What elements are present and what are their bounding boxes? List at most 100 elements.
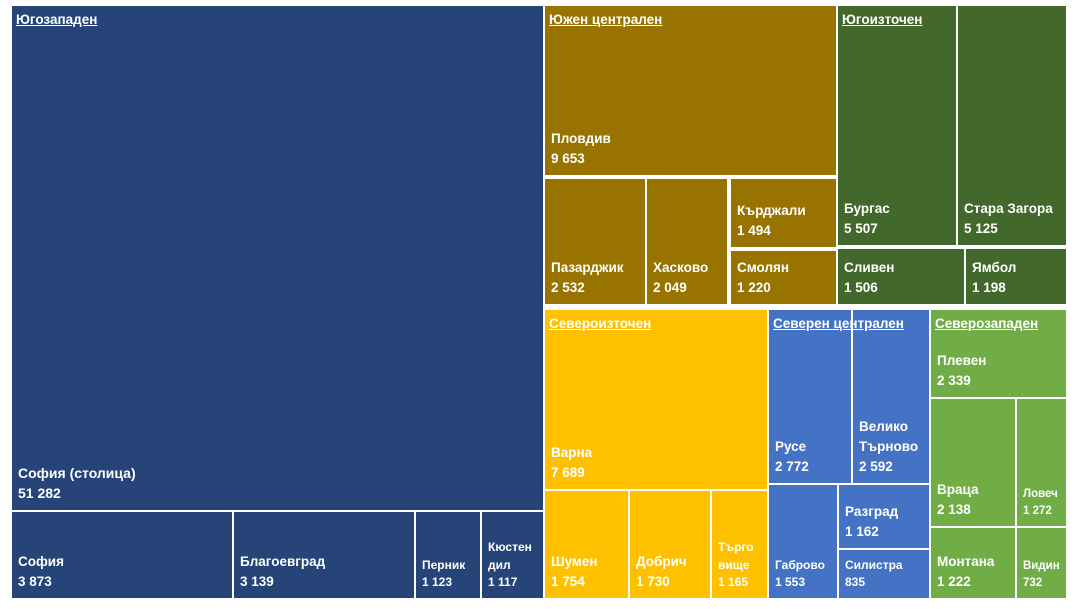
cell-label: София (столица) 51 282 (18, 463, 540, 504)
cell-label: Видин 732 (1023, 558, 1063, 592)
cell-label: Стара Загора 5 125 (964, 199, 1063, 239)
treemap-cell: Русе 2 772 (767, 308, 853, 485)
region-label-south-east: Югоизточен (842, 12, 923, 27)
cell-name: Силистра (845, 557, 903, 572)
treemap-cell: Търго вище 1 165 (710, 489, 769, 600)
cell-value: 1 165 (718, 575, 749, 590)
treemap-cell: Кюстен дил 1 117 (480, 510, 545, 600)
cell-name: Сливен (844, 260, 895, 276)
cell-name: Плевен (937, 353, 987, 369)
cell-label: Сливен 1 506 (844, 258, 961, 298)
cell-name: Разград (845, 504, 899, 520)
cell-value: 732 (1023, 576, 1043, 589)
treemap-cell: Перник 1 123 (414, 510, 482, 600)
cell-value: 2 339 (937, 373, 971, 389)
cell-value: 1 222 (937, 574, 971, 590)
cell-label: Перник 1 123 (422, 557, 477, 593)
region-label-north-central: Северен централен (773, 316, 904, 331)
cell-value: 1 117 (488, 575, 518, 590)
treemap-cell: Пазарджик 2 532 (543, 177, 647, 306)
treemap-cell: Хасково 2 049 (645, 177, 729, 306)
cell-name: Търго вище (718, 539, 754, 572)
cell-label: Добрич 1 730 (636, 552, 707, 592)
cell-value: 51 282 (18, 485, 61, 502)
cell-name: Видин (1023, 559, 1060, 572)
treemap-cell: Бургас 5 507 (836, 4, 958, 247)
cell-name: Благоевград (240, 554, 326, 570)
cell-value: 2 049 (653, 280, 687, 296)
treemap-cell: Враца 2 138 (929, 397, 1017, 528)
treemap-cell: Ямбол 1 198 (964, 247, 1068, 306)
treemap-cell: Силистра 835 (837, 548, 931, 600)
region-label-north-east: Североизточен (549, 316, 652, 331)
cell-value: 1 754 (551, 574, 585, 590)
cell-value: 5 125 (964, 221, 998, 237)
treemap-cell: Кърджали 1 494 (729, 177, 838, 249)
cell-label: Плевен 2 339 (937, 351, 1063, 391)
cell-value: 1 553 (775, 575, 806, 590)
cell-value: 7 689 (551, 465, 585, 481)
treemap-cell: Велико Търново 2 592 (851, 308, 931, 485)
cell-name: Враца (937, 482, 979, 498)
cell-label: Габрово 1 553 (775, 557, 834, 593)
treemap-cell: Стара Загора 5 125 (956, 4, 1068, 247)
cell-name: Кюстен дил (488, 539, 532, 572)
treemap-cell: Сливен 1 506 (836, 247, 966, 306)
cell-name: Кърджали (737, 203, 806, 219)
cell-label: Пазарджик 2 532 (551, 258, 642, 298)
cell-label: Враца 2 138 (937, 480, 1012, 520)
cell-label: Ямбол 1 198 (972, 258, 1063, 298)
treemap-cell: Варна 7 689 (543, 308, 769, 491)
cell-name: Хасково (653, 260, 709, 276)
treemap-cell: София 3 873 (10, 510, 234, 600)
cell-label: Бургас 5 507 (844, 199, 953, 239)
region-label-south-central: Южен централен (549, 12, 663, 27)
cell-value: 835 (845, 575, 866, 590)
cell-label: София 3 873 (18, 552, 229, 592)
cell-value: 9 653 (551, 151, 585, 167)
cell-name: Ямбол (972, 260, 1017, 276)
treemap-cell: Пловдив 9 653 (543, 4, 838, 177)
cell-name: Добрич (636, 554, 687, 570)
cell-value: 1 506 (844, 280, 878, 296)
cell-name: Стара Загора (964, 201, 1053, 217)
treemap-cell: Добрич 1 730 (628, 489, 712, 600)
treemap-cell: Видин 732 (1015, 526, 1068, 600)
region-label-south-west: Югозападен (16, 12, 98, 27)
cell-value: 1 198 (972, 280, 1006, 296)
cell-name: Габрово (775, 557, 825, 572)
treemap-cell: Ловеч 1 272 (1015, 397, 1068, 528)
cell-label: Велико Търново 2 592 (859, 417, 926, 477)
cell-value: 1 494 (737, 223, 771, 239)
cell-name: Бургас (844, 201, 890, 217)
cell-value: 5 507 (844, 221, 878, 237)
cell-label: Търго вище 1 165 (718, 539, 764, 592)
cell-name: Монтана (937, 554, 995, 570)
cell-value: 2 772 (775, 459, 809, 475)
cell-name: Варна (551, 445, 593, 461)
cell-value: 2 532 (551, 280, 585, 296)
treemap-cell: Монтана 1 222 (929, 526, 1017, 600)
cell-name: Перник (422, 557, 466, 572)
cell-name: София (18, 554, 64, 570)
treemap-cell: Габрово 1 553 (767, 483, 839, 600)
cell-label: Ловеч 1 272 (1023, 486, 1063, 520)
treemap-cell: Шумен 1 754 (543, 489, 630, 600)
cell-name: Русе (775, 439, 807, 455)
cell-name: Смолян (737, 260, 790, 276)
cell-label: Благоевград 3 139 (240, 552, 411, 592)
cell-label: Кърджали 1 494 (737, 201, 833, 241)
cell-label: Хасково 2 049 (653, 258, 724, 298)
cell-value: 2 138 (937, 502, 971, 518)
treemap-cell: Разград 1 162 (837, 483, 931, 550)
cell-name: Пловдив (551, 131, 611, 147)
treemap-cell: София (столица) 51 282 (10, 4, 545, 512)
region-label-north-west: Северозападен (935, 316, 1039, 331)
cell-value: 3 873 (18, 574, 52, 590)
cell-label: Разград 1 162 (845, 502, 926, 542)
cell-label: Пловдив 9 653 (551, 129, 833, 169)
cell-value: 1 272 (1023, 504, 1052, 517)
treemap-cell: Благоевград 3 139 (232, 510, 416, 600)
treemap-cell: Смолян 1 220 (729, 249, 838, 306)
